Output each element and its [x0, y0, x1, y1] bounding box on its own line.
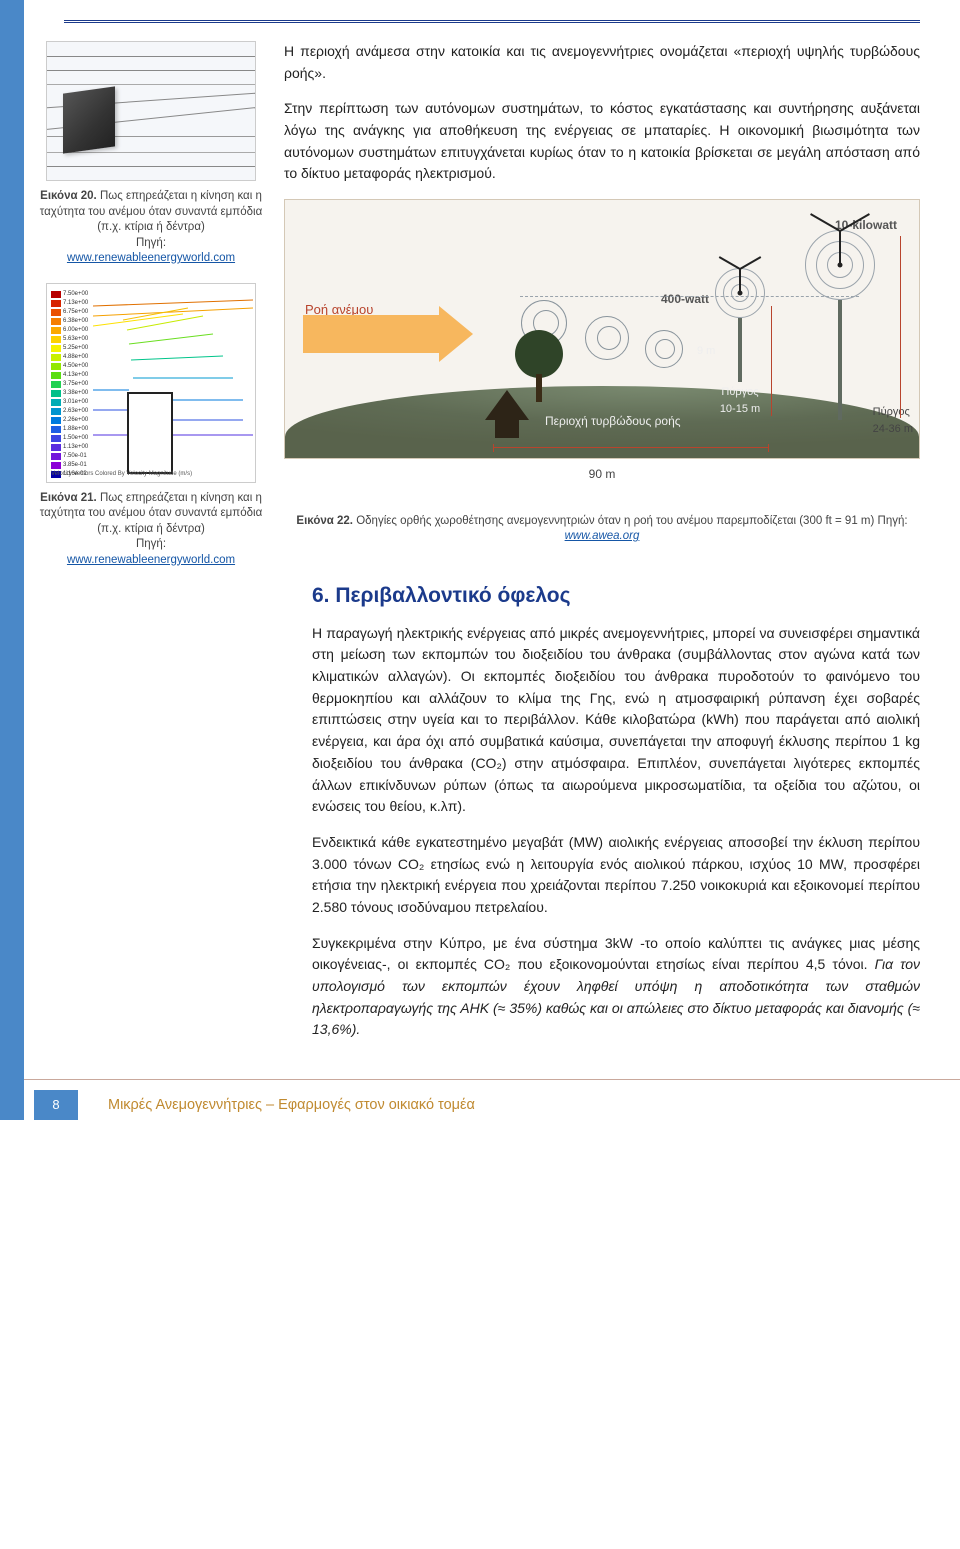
main-column: Η περιοχή ανάμεσα στην κατοικία και τις …	[284, 41, 920, 568]
fig20-source-label: Πηγή:	[136, 237, 166, 249]
figure-21-caption: Εικόνα 21. Πως επηρεάζεται η κίνηση και …	[36, 491, 266, 569]
section6-p3-prefix: Συγκεκριμένα στην Κύπρο, με ένα σύστημα …	[312, 935, 920, 973]
fig20-label: Εικόνα 20.	[40, 190, 97, 202]
footer-title: Μικρές Ανεμογεννήτριες – Εφαρμογές στον …	[108, 1094, 475, 1116]
figure-sidebar: Εικόνα 20. Πως επηρεάζεται η κίνηση και …	[36, 41, 266, 568]
fig22-source-link[interactable]: www.awea.org	[565, 530, 640, 542]
section6-p1: Η παραγωγή ηλεκτρικής ενέργειας από μικρ…	[312, 623, 920, 818]
fig22-label: Εικόνα 22.	[296, 515, 353, 527]
section6-p2: Ενδεικτικά κάθε εγκατεστημένο μεγαβάτ (M…	[312, 832, 920, 919]
section6-p3: Συγκεκριμένα στην Κύπρο, με ένα σύστημα …	[312, 933, 920, 1041]
fig21-source-label: Πηγή:	[136, 538, 166, 550]
content-area: Εικόνα 20. Πως επηρεάζεται η κίνηση και …	[24, 0, 960, 1120]
page-footer: 8 Μικρές Ανεμογεννήτριες – Εφαρμογές στο…	[24, 1079, 960, 1120]
section-heading: 6. Περιβαλλοντικό όφελος	[312, 580, 920, 613]
fig20-source-link[interactable]: www.renewableenergyworld.com	[67, 252, 235, 264]
figure-21-image: 7.50e+007.13e+006.75e+006.38e+006.00e+00…	[46, 283, 256, 483]
turbulence-region-label: Περιοχή τυρβώδους ροής	[545, 412, 681, 431]
fig22-text: Οδηγίες ορθής χωροθέτησης ανεμογεννητριώ…	[356, 515, 907, 527]
tower2-label: Πύργος	[873, 404, 913, 421]
paragraph-1: Η περιοχή ανάμεσα στην κατοικία και τις …	[284, 41, 920, 84]
airflow-arrow-icon	[303, 312, 473, 356]
header-rule	[64, 20, 920, 23]
figure-20-image	[46, 41, 256, 181]
upper-row: Εικόνα 20. Πως επηρεάζεται η κίνηση και …	[24, 41, 960, 568]
tower1-height: 10-15 m	[720, 401, 760, 418]
page-number: 8	[34, 1090, 78, 1120]
fig21-source-link[interactable]: www.renewableenergyworld.com	[67, 554, 235, 566]
tower1-label: Πύργος	[720, 384, 760, 401]
large-turbine-icon	[805, 230, 875, 420]
label-90m: 90 m	[284, 465, 920, 484]
fig21-legend-note: Velocity Vectors Colored By Velocity Mag…	[51, 470, 192, 479]
label-400w: 400-watt	[661, 290, 709, 309]
figure-22-caption: Εικόνα 22. Οδηγίες ορθής χωροθέτησης ανε…	[284, 514, 920, 545]
paragraph-2: Στην περίπτωση των αυτόνομων συστημάτων,…	[284, 98, 920, 185]
label-9m: 9 m	[697, 343, 715, 360]
page-root: Εικόνα 20. Πως επηρεάζεται η κίνηση και …	[0, 0, 960, 1150]
section-6: 6. Περιβαλλοντικό όφελος Η παραγωγή ηλεκ…	[24, 568, 960, 1055]
accent-stripe	[0, 0, 24, 1120]
figure-22-diagram: 10-kilowatt 400-watt Ροή ανέμου	[284, 199, 920, 459]
figure-20-caption: Εικόνα 20. Πως επηρεάζεται η κίνηση και …	[36, 189, 266, 267]
small-turbine-icon: Πύργος 10-15 m	[715, 268, 765, 418]
fig21-label: Εικόνα 21.	[40, 492, 97, 504]
vector-field-icon	[93, 290, 253, 458]
tower2-height: 24-36 m	[873, 421, 913, 438]
